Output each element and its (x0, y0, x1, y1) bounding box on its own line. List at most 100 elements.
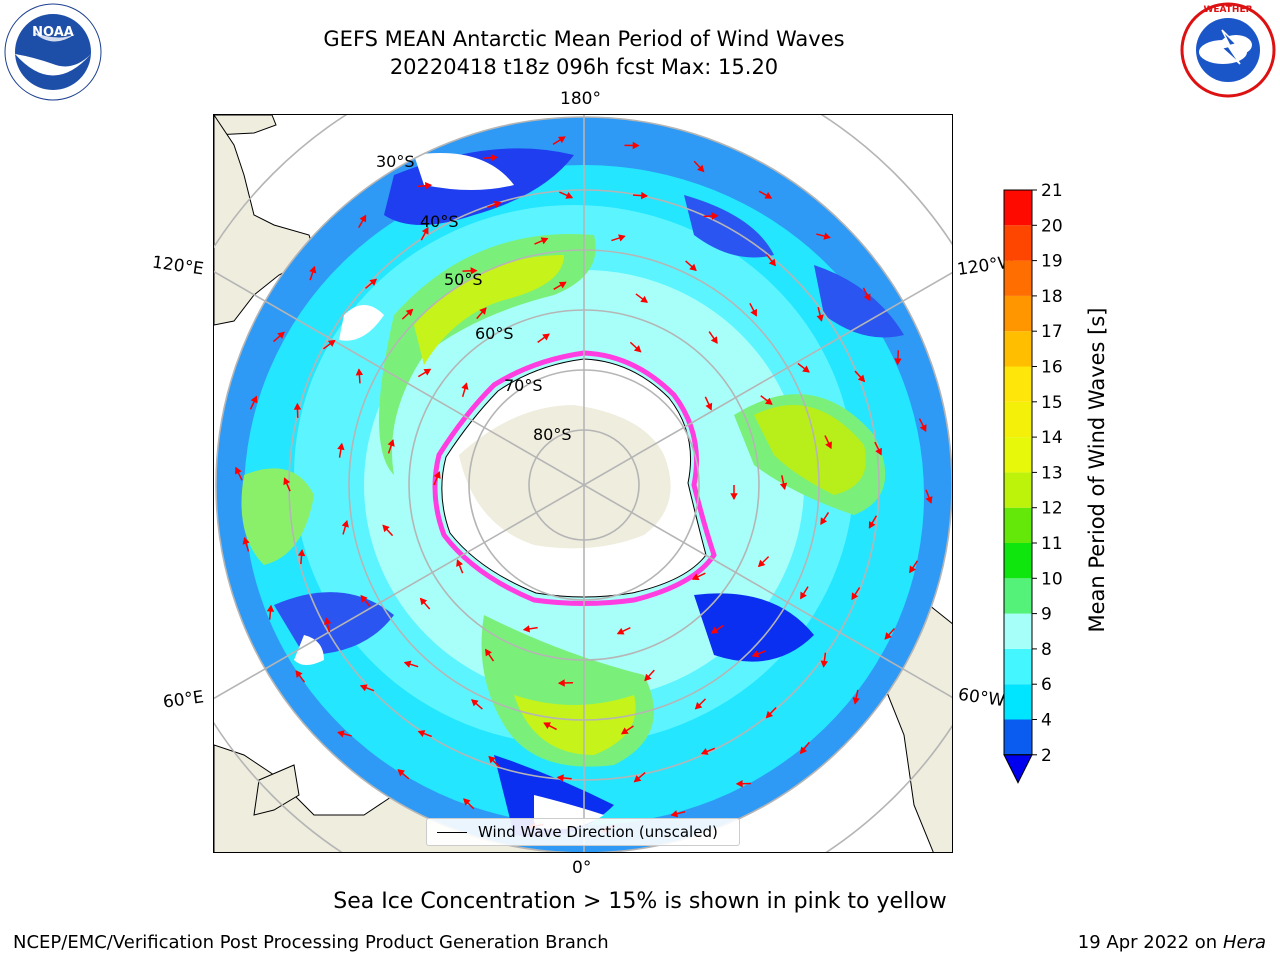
wave-arrow-head (616, 627, 625, 635)
wave-arrow-head (540, 237, 549, 245)
footer-date-text: 19 Apr 2022 on (1077, 932, 1223, 953)
lat-label-60s: 60°S (475, 324, 514, 343)
colorbar-segment (1004, 648, 1032, 685)
wave-arrow-head (293, 402, 302, 410)
colorbar-tick-label: 2 (1041, 746, 1052, 766)
colorbar-tick-label: 10 (1041, 569, 1063, 589)
wave-arrow-head (417, 730, 426, 738)
wave-arrow-head (295, 670, 303, 678)
colorbar-tick-label: 20 (1041, 216, 1063, 236)
wave-arrow-head (266, 604, 275, 612)
wave-field-green-1 (379, 234, 596, 475)
wave-arrow-head (768, 258, 776, 267)
wave-arrow-head (868, 520, 876, 529)
colorbar-tick-label: 4 (1041, 711, 1052, 731)
footer-host: Hera (1222, 932, 1266, 953)
wave-arrow-head (765, 710, 774, 719)
wave-arrow-head (632, 141, 640, 150)
wave-arrow-head (423, 368, 432, 376)
sea-ice-note: Sea Ice Concentration > 15% is shown in … (333, 889, 947, 914)
colorbar-segment (1004, 331, 1032, 367)
wave-arrow-head (403, 660, 412, 668)
lon-label-120e: 120°E (150, 252, 205, 280)
colorbar-tick-label: 18 (1041, 287, 1063, 307)
colorbar-segment (1004, 578, 1032, 614)
wave-arrow-head (825, 441, 832, 450)
wave-arrow-head (309, 265, 317, 274)
wave-arrow-head (565, 191, 574, 199)
wave-arrow-head (558, 281, 567, 289)
wave-arrow-head (337, 442, 345, 451)
wave-arrow-head (471, 699, 479, 707)
colorbar-segment (1004, 472, 1032, 508)
wave-arrow-head (735, 780, 743, 788)
colorbar-tick-label: 14 (1041, 428, 1063, 448)
wave-arrow-head (490, 153, 498, 162)
colorbar-segment (1004, 719, 1032, 755)
wave-arrow-head (710, 626, 719, 634)
wave-arrow-head (493, 201, 502, 209)
wave-arrow-head (488, 755, 496, 764)
wave-arrow-head (757, 559, 766, 568)
land-australia (214, 115, 277, 136)
graticule (214, 115, 952, 852)
wave-arrow-head (820, 517, 828, 526)
wave-arrow-head (387, 439, 395, 447)
wave-arrow-head (470, 267, 478, 275)
wave-arrow-head (800, 591, 807, 600)
wave-field-green-4 (241, 468, 314, 565)
wave-arrow-head (697, 164, 705, 173)
polar-map[interactable] (214, 115, 953, 853)
wave-arrow-head (542, 333, 550, 341)
wave-arrow-head (894, 358, 902, 366)
map-panel[interactable] (213, 114, 953, 853)
wave-arrow-head (851, 592, 859, 601)
wave-arrow-head (764, 192, 773, 199)
colorbar-extend-arrow (1003, 754, 1033, 784)
wave-arrow-head (522, 625, 531, 633)
svg-text:NOAA: NOAA (32, 25, 74, 40)
wave-arrow-head (670, 810, 679, 818)
wave-arrow-head (456, 559, 464, 567)
wave-arrow-head (283, 477, 291, 486)
wave-arrow-head (691, 573, 700, 581)
wave-arrow-head (360, 594, 368, 603)
wave-arrow-head (764, 397, 773, 405)
wave-arrow-head (863, 293, 871, 302)
wave-arrow-head (463, 798, 471, 806)
wave-arrow-head (641, 191, 649, 200)
colorbar-segment (1004, 260, 1032, 296)
colorbar-label: Mean Period of Wind Waves [s] (1085, 307, 1109, 633)
colorbar-segment (1004, 684, 1032, 720)
wave-arrow-head (277, 331, 285, 339)
wave-arrow-head (421, 226, 429, 235)
legend-line-swatch (437, 832, 467, 833)
colorbar-tick-label: 17 (1041, 322, 1063, 342)
wave-arrow-head (433, 471, 441, 479)
lat-label-40s: 40°S (420, 212, 459, 231)
wave-arrow-head (799, 746, 808, 755)
colorbar-tick-label: 9 (1041, 605, 1052, 625)
wave-arrow-head (823, 232, 831, 240)
wave-arrow-head (250, 395, 258, 404)
wave-arrow-head (397, 769, 405, 777)
colorbar-tick-label: 16 (1041, 358, 1063, 378)
wave-arrow-head (705, 402, 713, 411)
nws-logo: WEATHER (1180, 2, 1276, 98)
lat-label-80s: 80°S (533, 425, 572, 444)
wind-wave-arrows (235, 136, 933, 833)
colorbar-segment (1004, 507, 1032, 543)
wave-arrow-head (875, 447, 882, 456)
wave-arrow-head (857, 374, 866, 383)
land-madagascar (253, 764, 300, 816)
chart-subtitle-run: 20220418 t18z 096h fcst Max: 15.20 (389, 55, 779, 79)
wave-arrow-head (820, 660, 829, 668)
wave-arrow-head (359, 214, 367, 223)
colorbar-tick-label: 19 (1041, 252, 1063, 272)
sea-ice-edge (432, 350, 717, 606)
wave-arrow-head (689, 263, 697, 272)
wave-arrow-head (633, 345, 642, 353)
wave-arrow-head (235, 466, 242, 475)
lat-label-50s: 50°S (444, 270, 483, 289)
colorbar-tick-label: 6 (1041, 675, 1052, 695)
